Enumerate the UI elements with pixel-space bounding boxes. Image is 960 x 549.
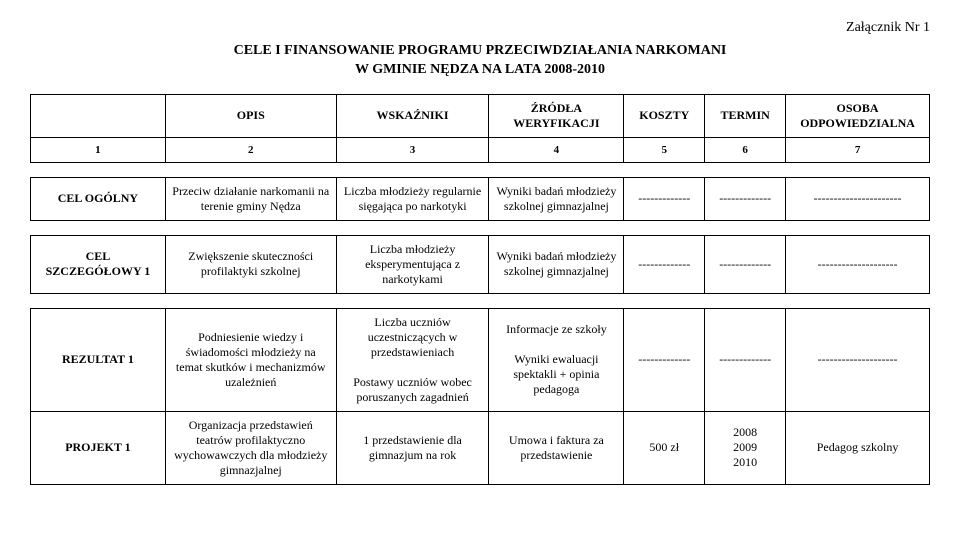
num-cell: 2 — [165, 137, 336, 162]
cell: Liczba uczniów uczestniczących w przedst… — [336, 308, 489, 411]
num-cell: 1 — [31, 137, 166, 162]
cell: ------------- — [705, 235, 786, 293]
title-line-1: CELE I FINANSOWANIE PROGRAMU PRZECIWDZIA… — [234, 43, 727, 58]
row-label: CEL OGÓLNY — [31, 177, 166, 220]
cell: Zwiększenie skuteczności profilaktyki sz… — [165, 235, 336, 293]
cell: ------------- — [624, 177, 705, 220]
main-table: OPIS WSKAŹNIKI ŹRÓDŁA WERYFIKACJI KOSZTY… — [30, 94, 930, 485]
cell: 500 zł — [624, 411, 705, 484]
spacer-row — [31, 293, 930, 308]
cell: Liczba młodzieży regularnie sięgająca po… — [336, 177, 489, 220]
spacer-row — [31, 220, 930, 235]
table-row: CEL SZCZEGÓŁOWY 1 Zwiększenie skutecznoś… — [31, 235, 930, 293]
attachment-label: Załącznik Nr 1 — [30, 20, 930, 36]
cell: Liczba młodzieży eksperymentująca z nark… — [336, 235, 489, 293]
cell: ------------- — [705, 308, 786, 411]
num-cell: 6 — [705, 137, 786, 162]
row-label: CEL SZCZEGÓŁOWY 1 — [31, 235, 166, 293]
cell: Wyniki badań młodzieży szkolnej gimnazja… — [489, 235, 624, 293]
table-header-row: OPIS WSKAŹNIKI ŹRÓDŁA WERYFIKACJI KOSZTY… — [31, 94, 930, 137]
cell: Przeciw działanie narkomanii na terenie … — [165, 177, 336, 220]
cell: Wyniki badań młodzieży szkolnej gimnazja… — [489, 177, 624, 220]
cell: ---------------------- — [786, 177, 930, 220]
table-row: CEL OGÓLNY Przeciw działanie narkomanii … — [31, 177, 930, 220]
header-cell: TERMIN — [705, 94, 786, 137]
cell: -------------------- — [786, 235, 930, 293]
cell: 1 przedstawienie dla gimnazjum na rok — [336, 411, 489, 484]
header-cell: WSKAŹNIKI — [336, 94, 489, 137]
row-label: PROJEKT 1 — [31, 411, 166, 484]
num-cell: 7 — [786, 137, 930, 162]
header-cell: KOSZTY — [624, 94, 705, 137]
header-cell — [31, 94, 166, 137]
title-line-2: W GMINIE NĘDZA NA LATA 2008-2010 — [355, 62, 605, 77]
cell: Podniesienie wiedzy i świadomości młodzi… — [165, 308, 336, 411]
table-row: PROJEKT 1 Organizacja przedstawień teatr… — [31, 411, 930, 484]
header-cell: ŹRÓDŁA WERYFIKACJI — [489, 94, 624, 137]
num-cell: 5 — [624, 137, 705, 162]
cell: Pedagog szkolny — [786, 411, 930, 484]
cell: Informacje ze szkołyWyniki ewaluacji spe… — [489, 308, 624, 411]
table-row: REZULTAT 1 Podniesienie wiedzy i świadom… — [31, 308, 930, 411]
num-cell: 4 — [489, 137, 624, 162]
header-cell: OPIS — [165, 94, 336, 137]
spacer-row — [31, 162, 930, 177]
table-number-row: 1 2 3 4 5 6 7 — [31, 137, 930, 162]
cell: 200820092010 — [705, 411, 786, 484]
row-label: REZULTAT 1 — [31, 308, 166, 411]
cell: Organizacja przedstawień teatrów profila… — [165, 411, 336, 484]
num-cell: 3 — [336, 137, 489, 162]
cell: ------------- — [624, 308, 705, 411]
cell: -------------------- — [786, 308, 930, 411]
cell: Umowa i faktura za przedstawienie — [489, 411, 624, 484]
header-cell: OSOBA ODPOWIEDZIALNA — [786, 94, 930, 137]
page-title: CELE I FINANSOWANIE PROGRAMU PRZECIWDZIA… — [30, 42, 930, 80]
cell: ------------- — [705, 177, 786, 220]
cell: ------------- — [624, 235, 705, 293]
